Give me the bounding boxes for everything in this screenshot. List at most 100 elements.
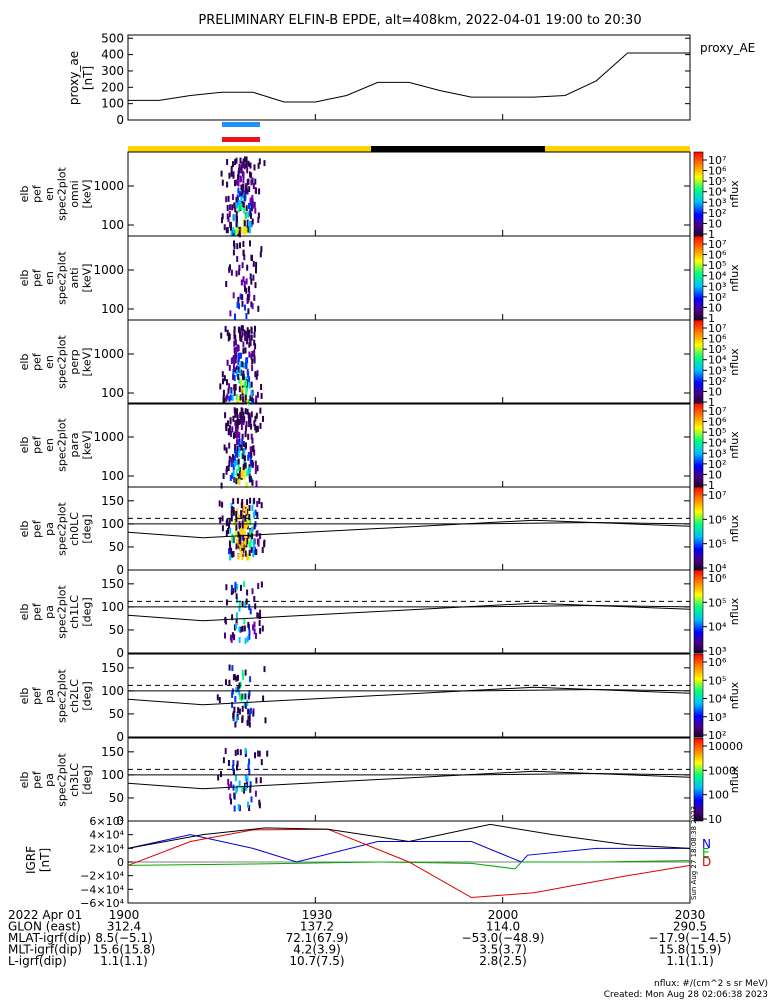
colorbar-label: nflux [728,264,741,292]
spectrogram-pixel [243,466,246,473]
spectrogram-pixel [239,176,242,183]
igrf-n-line [127,834,690,863]
spectrogram-pixel [222,757,225,764]
spectrogram-pixel [244,545,247,552]
spectrogram-pixel [236,539,239,545]
spectrogram-pixel [250,391,253,398]
spectrogram-pixel [252,543,255,550]
spectrogram-pixel [245,205,248,212]
proxy-ae-ylabel-unit: [nT] [81,66,95,90]
spectrogram-pixel [227,528,229,534]
spectrogram-pixel [229,204,231,211]
energy-panel-ylabel: pef [31,352,44,371]
spectrogram-pixel [235,221,238,228]
spectrogram-pixel [249,417,252,424]
pitch-panel-ylabel: spec2plot [56,753,69,807]
spectrogram-pixel [234,449,237,456]
spectrogram-pixel [233,347,236,354]
spectrogram-pixel [248,690,251,697]
spectrogram-pixel [238,441,241,448]
spectrogram-pixel [248,715,251,722]
spectrogram-pixel [257,305,260,312]
spectrogram-pixel [258,620,261,627]
spectrogram-pixel [247,519,250,526]
colorbar [693,569,704,654]
spectrogram-pixel [253,511,256,518]
spectrogram-pixel [249,461,252,468]
pitch-panel-ylabel: spec2plot [56,502,69,556]
spectrogram-pixel [237,686,240,693]
colorbar-tick-label: 1 [708,228,715,241]
pitch-ytick-label: 50 [109,707,124,721]
spectrogram-pixel [237,538,240,545]
spectrogram-pixel [243,618,246,625]
spectrogram-pixel [238,303,240,310]
spectrogram-pixel [248,514,251,521]
colorbar-tick-label: 10⁷ [708,238,726,251]
spectrogram-pixel [246,512,249,519]
units-note: nflux: #/(cm^2 s sr MeV) [654,979,768,989]
loss-cone-line [127,770,691,790]
pitch-panel-ylabel: elb [18,772,31,789]
spectrogram-pixel [232,509,235,516]
spectrogram-pixel [252,260,255,267]
spectrogram-pixel [241,433,244,440]
spectrogram-pixel [240,167,243,174]
spectrogram-pixel [248,221,250,227]
spectrogram-pixel [229,527,232,534]
spectrogram-pixel [235,227,238,234]
spectrogram-pixel [255,465,257,472]
ephemeris-row-label: L-igrf(dip) [8,954,67,968]
spectrogram-pixel [251,446,254,453]
spectrogram-pixel [237,206,240,213]
ephemeris-row-label: MLAT-igrf(dip) [8,931,91,945]
energy-panel-ylabel: elb [18,437,31,454]
colorbar-tick-label: 10 [708,301,722,314]
spectrogram-pixel [221,213,224,220]
spectrogram-pixel [249,395,252,402]
spectrogram-pixel [239,394,242,401]
spectrogram-pixel [244,693,247,700]
spectrogram-pixel [244,602,247,608]
spectrogram-pixel [249,781,252,788]
proxy-ae-ytick-label: 500 [101,31,124,45]
spectrogram-pixel [228,395,231,402]
pitch-ytick-label: 0 [116,730,124,744]
spectrogram-pixel [246,226,249,233]
spectrogram-pixel [251,395,254,402]
spectrogram-pixel [254,187,257,194]
spectrogram-pixel [259,251,262,258]
colorbar-tick-label: 10⁵ [708,259,726,272]
spectrogram-pixel [232,171,235,178]
spectrogram-pixel [239,201,242,208]
ephemeris-value: 4.2(3.9) [293,943,341,957]
spectrogram-pixel [226,329,229,336]
spectrogram-pixel [232,249,235,256]
spectrogram-pixel [251,198,254,205]
spectrogram-pixel [254,509,257,516]
spectrogram-pixel [251,303,254,310]
spectrogram-pixel [238,163,241,170]
energy-panel-ylabel: en [43,438,56,452]
spectrogram-pixel [247,693,250,700]
spectrogram-pixel [235,675,238,682]
spectrogram-pixel [241,300,244,307]
spectrogram-pixel [238,200,241,207]
pitch-panel-ylabel: pef [31,602,44,621]
spectrogram-pixel [253,497,256,504]
spectrogram-pixel [230,589,233,595]
spectrogram-pixel [248,329,251,336]
ephemeris-row-label: 2022 Apr 01 [8,908,82,922]
spectrogram-pixel [239,369,242,376]
spectrogram-pixel [238,805,241,812]
spectrogram-pixel [221,371,224,378]
colorbar-tick-label: 10 [708,385,722,398]
spectrogram-pixel [253,164,256,171]
spectrogram-pixel [251,202,254,209]
spectrogram-pixel [251,459,254,466]
spectrogram-pixel [238,538,241,545]
spectrogram-pixel [234,721,237,728]
spectrogram-pixel [232,498,235,505]
spectrogram-pixel [233,240,235,247]
spectrogram-pixel [250,546,253,553]
